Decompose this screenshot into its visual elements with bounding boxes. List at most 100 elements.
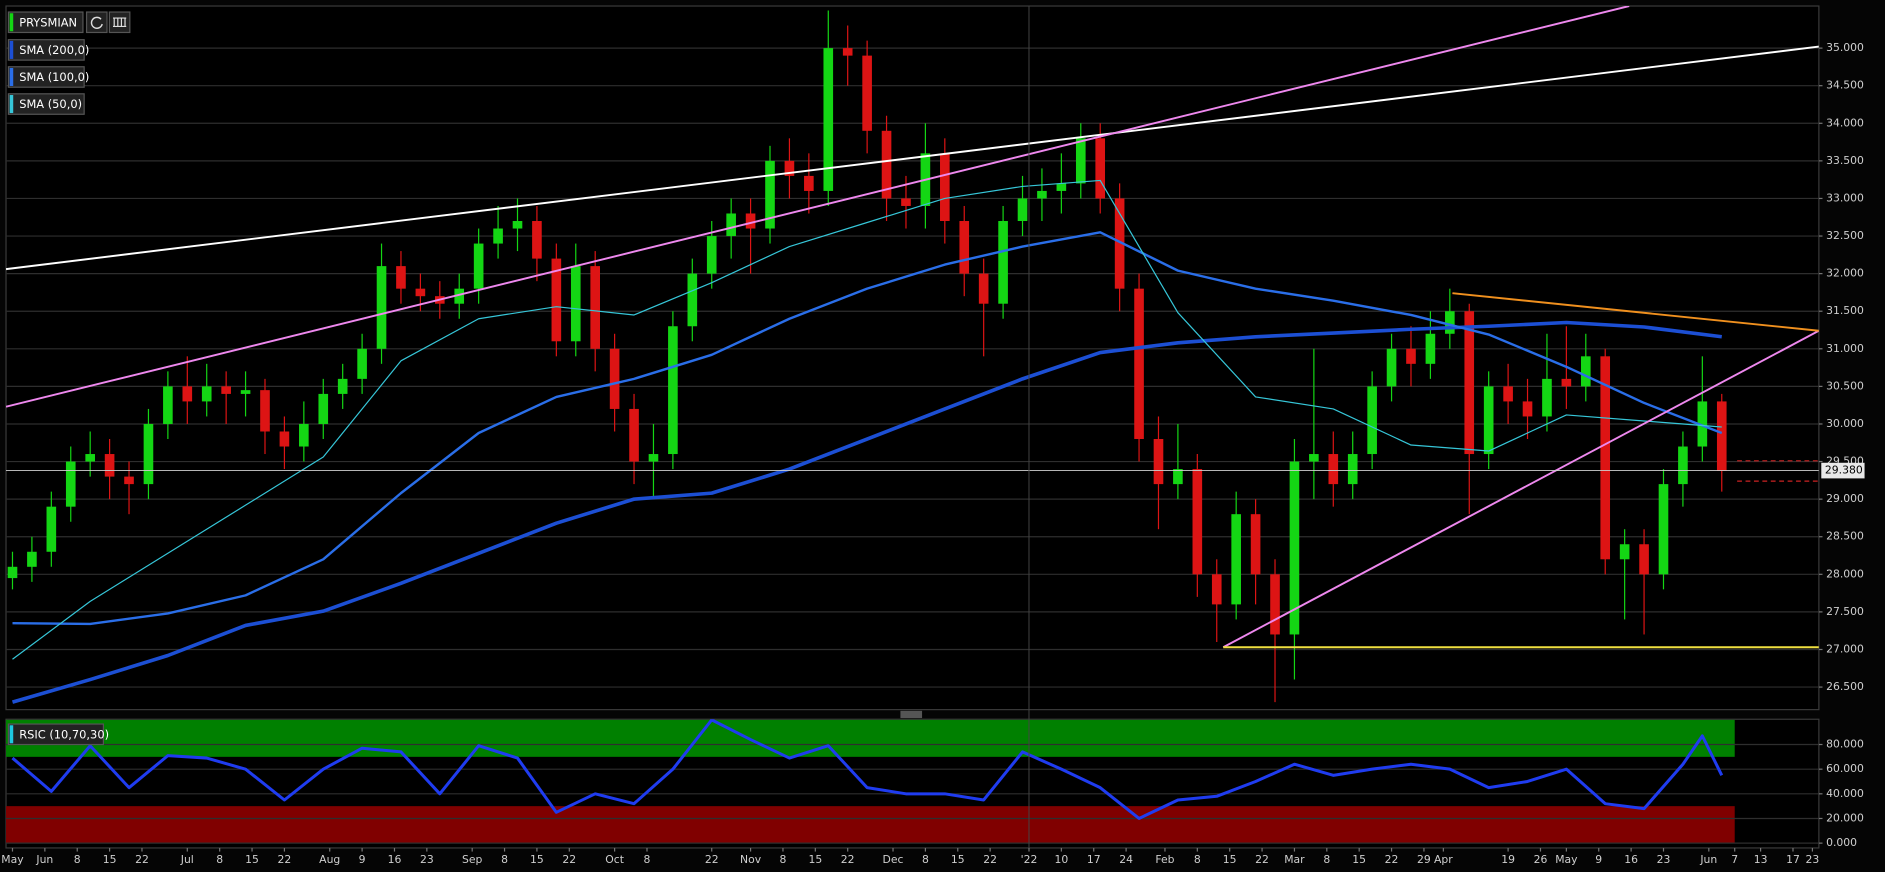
candle-body: [279, 431, 290, 447]
y-tick-label: 40.000: [1826, 787, 1864, 800]
candle-body: [804, 175, 814, 191]
candle-body: [1347, 454, 1358, 485]
y-tick-label: 31.000: [1826, 342, 1864, 355]
legend-swatch: [9, 40, 14, 59]
candle-body: [260, 390, 270, 432]
candle-body: [1464, 311, 1475, 455]
panel-splitter[interactable]: [900, 710, 923, 719]
price-plot: [6, 6, 1819, 704]
candle-body: [357, 348, 367, 379]
trend-line: [6, 6, 1630, 408]
candle-body: [901, 198, 911, 206]
candle-body: [337, 378, 348, 394]
candle-body: [1600, 356, 1611, 560]
candle-body: [687, 273, 698, 327]
candle-body: [182, 386, 193, 402]
x-tick-label: 22: [1255, 853, 1269, 866]
candle-body: [1095, 138, 1106, 199]
x-tick-label: Dec: [883, 853, 904, 866]
candle-body: [1289, 461, 1300, 635]
rsi-band: [6, 806, 1735, 844]
candle-body: [570, 266, 581, 342]
candle-body: [1483, 386, 1494, 455]
legend-label: RSIC (10,70,30): [19, 727, 109, 741]
x-tick-label: 7: [1731, 853, 1738, 866]
x-tick-label: Mar: [1284, 853, 1305, 866]
candle-body: [240, 390, 251, 394]
y-tick-label: 60.000: [1826, 762, 1864, 775]
x-tick-label: 23: [420, 853, 434, 866]
settings-button[interactable]: [108, 11, 131, 34]
candle-body: [1075, 138, 1086, 184]
x-tick-label: 9: [1595, 853, 1602, 866]
x-tick-label: 8: [922, 853, 929, 866]
axes: 26.50027.00027.50028.00028.50029.00029.5…: [1, 41, 1865, 866]
x-tick-label: 8: [1323, 853, 1330, 866]
candle-body: [842, 48, 853, 56]
candle-body: [1270, 574, 1280, 635]
legend-swatch: [9, 67, 14, 86]
candle-body: [648, 454, 659, 462]
candle-body: [1250, 514, 1261, 575]
candle-body: [1017, 198, 1028, 222]
candle-body: [1173, 469, 1183, 485]
y-tick-label: 28.000: [1826, 567, 1864, 580]
y-tick-label: 0.000: [1826, 836, 1857, 849]
x-tick-label: Aug: [319, 853, 340, 866]
candle-body: [104, 454, 115, 477]
x-tick-label: 8: [644, 853, 651, 866]
candle-body: [473, 243, 484, 289]
x-tick-label: 19: [1501, 853, 1515, 866]
candle-body: [1386, 348, 1397, 387]
x-tick-label: 13: [1754, 853, 1768, 866]
candle-body: [940, 153, 950, 222]
candle-body: [1639, 544, 1649, 575]
candle-body: [221, 386, 231, 394]
x-tick-label: Nov: [740, 853, 762, 866]
legend-box: [7, 66, 85, 88]
refresh-icon: [90, 16, 103, 29]
x-tick-label: Sep: [462, 853, 483, 866]
refresh-button[interactable]: [85, 11, 108, 34]
candle-body: [512, 221, 523, 229]
candle-body: [1697, 401, 1708, 447]
x-tick-label: Jul: [180, 853, 194, 866]
candle-body: [745, 213, 756, 229]
candle-body: [124, 476, 134, 485]
candle-body: [1134, 288, 1144, 440]
candle-body: [784, 160, 795, 176]
candle-body: [85, 454, 95, 462]
candle-body: [1425, 333, 1436, 364]
x-tick-label: 24: [1119, 853, 1133, 866]
y-tick-label: 31.500: [1826, 304, 1864, 317]
x-tick-label: 17: [1087, 853, 1101, 866]
legend-box: [7, 93, 85, 115]
y-tick-label: 33.000: [1826, 191, 1864, 204]
candle-body: [299, 423, 309, 447]
x-tick-label: 10: [1054, 853, 1068, 866]
candle-body: [1114, 198, 1125, 289]
candle-body: [1192, 469, 1203, 575]
candle-body: [881, 130, 892, 199]
y-tick-label: 29.000: [1826, 492, 1864, 505]
x-tick-label: 8: [74, 853, 81, 866]
x-tick-label: 15: [1352, 853, 1366, 866]
y-tick-label: 27.500: [1826, 605, 1864, 618]
x-tick-label: 8: [1194, 853, 1201, 866]
candle-body: [862, 55, 872, 131]
candle-body: [163, 386, 173, 424]
candle-body: [1580, 356, 1591, 387]
candle-body: [396, 266, 406, 289]
candle-body: [143, 423, 154, 485]
candle-body: [1445, 311, 1455, 334]
x-tick-label: 29: [1417, 853, 1431, 866]
legend-swatch: [9, 13, 14, 32]
legend-swatch: [9, 95, 14, 114]
x-tick-label: 26: [1534, 853, 1548, 866]
y-tick-label: 26.500: [1826, 680, 1864, 693]
indicator-line: [12, 179, 1722, 660]
candle-body: [609, 348, 620, 409]
y-tick-label: 34.000: [1826, 116, 1864, 129]
